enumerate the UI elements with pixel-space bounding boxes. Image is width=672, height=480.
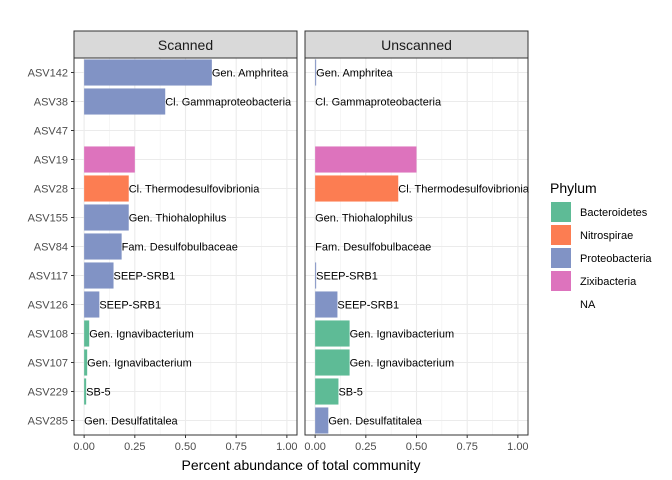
x-tick-label: 0.25	[124, 441, 145, 453]
bar-asv19	[84, 146, 135, 173]
x-axis-title: Percent abundance of total community	[182, 457, 421, 473]
x-tick-label: 0.00	[73, 441, 94, 453]
legend-swatch-nitrospirae	[551, 225, 571, 245]
bar-label-asv285: Gen. Desulfatitalea	[328, 416, 422, 428]
y-tick-label-asv107: ASV107	[28, 358, 68, 370]
legend-label-bacteroidetes: Bacteroidetes	[580, 207, 648, 219]
y-tick-label-asv126: ASV126	[28, 300, 68, 312]
bar-asv126	[84, 291, 100, 318]
bar-label-asv117: SEEP-SRB1	[316, 271, 378, 283]
y-tick-label-asv19: ASV19	[34, 155, 68, 167]
y-tick-label-asv47: ASV47	[34, 126, 68, 138]
bar-asv28	[84, 175, 129, 202]
legend-swatch-bacteroidetes	[551, 202, 571, 222]
x-tick-label: 0.25	[355, 441, 376, 453]
phylum-legend: Phylum Bacteroidetes Nitrospirae Proteobact…	[550, 180, 652, 311]
x-tick-label: 0.75	[225, 441, 246, 453]
legend-swatch-proteobacteria	[551, 248, 571, 268]
bar-label-asv142: Gen. Amphritea	[212, 68, 289, 80]
y-tick-label-asv229: ASV229	[28, 387, 68, 399]
bar-asv142	[84, 59, 212, 86]
legend-label-proteobacteria: Proteobacteria	[580, 253, 652, 265]
bar-asv155	[84, 204, 129, 231]
bar-label-asv107: Gen. Ignavibacterium	[350, 358, 455, 370]
bar-label-asv142: Gen. Amphritea	[316, 68, 393, 80]
bar-label-asv126: SEEP-SRB1	[337, 300, 399, 312]
bar-label-asv28: Cl. Thermodesulfovibrionia	[398, 184, 530, 196]
y-tick-label-asv285: ASV285	[28, 416, 68, 428]
bar-asv108	[84, 320, 90, 347]
y-tick-label-asv84: ASV84	[34, 242, 68, 254]
x-tick-label: 1.00	[507, 441, 528, 453]
y-axis: ASV142 ASV38 ASV47 ASV19 ASV28 ASV155 ASV84 ASV…	[28, 68, 74, 428]
bar-asv84	[84, 233, 122, 260]
bar-asv38	[84, 88, 166, 115]
x-tick-label: 0.50	[406, 441, 427, 453]
bar-label-asv155: Gen. Thiohalophilus	[315, 213, 413, 225]
bar-asv285	[315, 407, 329, 434]
bar-label-asv108: Gen. Ignavibacterium	[89, 329, 194, 341]
bar-asv117	[315, 262, 317, 289]
y-tick-label-asv28: ASV28	[34, 184, 68, 196]
y-tick-label-asv142: ASV142	[28, 68, 68, 80]
legend-title: Phylum	[550, 180, 597, 196]
y-tick-label-asv108: ASV108	[28, 329, 68, 341]
bar-asv108	[315, 320, 350, 347]
panel-scanned: Scanned Gen. Amphritea Cl. Gammaproteobact…	[73, 30, 298, 453]
facet-strip-label: Unscanned	[381, 37, 452, 53]
bar-asv229	[84, 378, 87, 405]
bar-asv126	[315, 291, 338, 318]
legend-label-nitrospirae: Nitrospirae	[580, 230, 633, 242]
y-tick-label-asv117: ASV117	[28, 271, 68, 283]
y-tick-label-asv155: ASV155	[28, 213, 68, 225]
bar-asv117	[84, 262, 114, 289]
bar-label-asv285: Gen. Desulfatitalea	[84, 416, 178, 428]
x-tick-label: 0.50	[175, 441, 196, 453]
bar-label-asv126: SEEP-SRB1	[99, 300, 161, 312]
bar-label-asv84: Fam. Desulfobulbaceae	[122, 242, 238, 254]
bar-label-asv155: Gen. Thiohalophilus	[129, 213, 227, 225]
bar-label-asv38: Cl. Gammaproteobacteria	[315, 97, 442, 109]
bar-asv107	[315, 349, 350, 376]
x-tick-label: 1.00	[276, 441, 297, 453]
bar-label-asv84: Fam. Desulfobulbaceae	[315, 242, 431, 254]
facet-strip-label: Scanned	[158, 37, 213, 53]
bar-label-asv108: Gen. Ignavibacterium	[350, 329, 455, 341]
legend-swatch-zixibacteria	[551, 271, 571, 291]
bar-asv107	[84, 349, 88, 376]
bar-label-asv107: Gen. Ignavibacterium	[87, 358, 192, 370]
chart-panels: Scanned Gen. Amphritea Cl. Gammaproteobact…	[73, 30, 530, 453]
panel-unscanned: Unscanned Gen. Amphritea Cl. Gammaproteoba…	[304, 30, 530, 453]
legend-label-zixibacteria: Zixibacteria	[580, 276, 637, 288]
bar-asv142	[315, 59, 317, 86]
bar-label-asv117: SEEP-SRB1	[114, 271, 176, 283]
bar-label-asv28: Cl. Thermodesulfovibrionia	[129, 184, 261, 196]
legend-label-na: NA	[580, 299, 596, 311]
bar-asv19	[315, 146, 417, 173]
bar-asv28	[315, 175, 399, 202]
y-tick-label-asv38: ASV38	[34, 97, 68, 109]
bar-label-asv229: SB-5	[338, 387, 362, 399]
x-tick-label: 0.00	[304, 441, 325, 453]
facet-strip	[73, 30, 298, 59]
bar-asv229	[315, 378, 339, 405]
x-tick-label: 0.75	[456, 441, 477, 453]
bar-label-asv38: Cl. Gammaproteobacteria	[165, 97, 292, 109]
bar-label-asv229: SB-5	[86, 387, 110, 399]
